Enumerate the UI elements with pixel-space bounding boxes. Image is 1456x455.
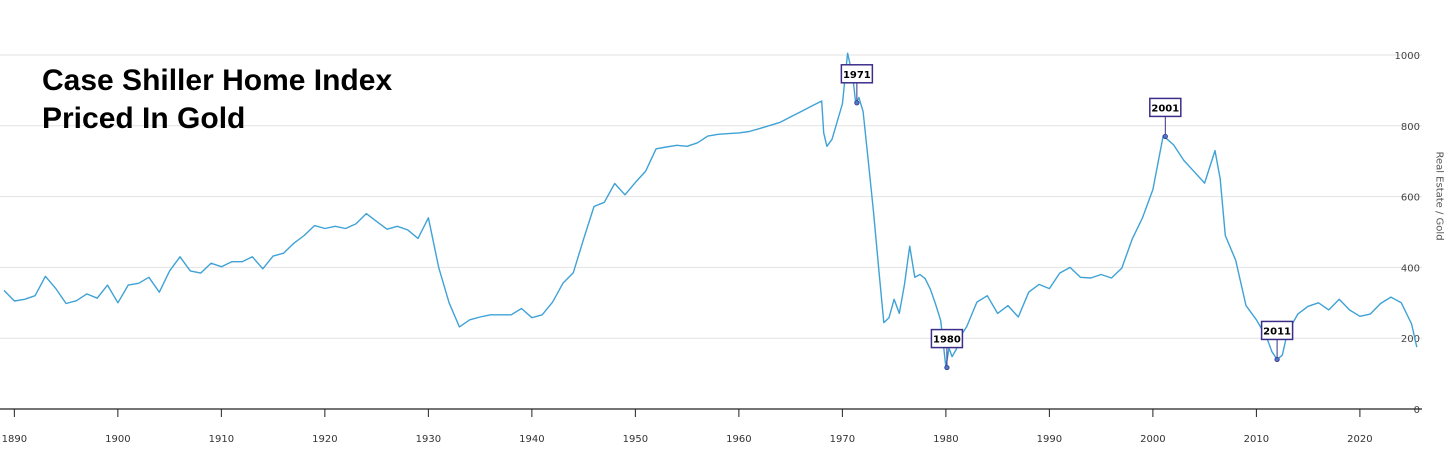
annotation-2001: 2001 — [1149, 97, 1182, 140]
annotation-label: 2001 — [1151, 103, 1179, 114]
y-tick-label: 800 — [1401, 122, 1420, 133]
x-tick-label: 2020 — [1347, 434, 1372, 445]
y-tick-labels: 0 200 400 600 800 1000 — [1395, 51, 1420, 416]
x-tick-label: 1980 — [933, 434, 958, 445]
annotation-point — [1274, 356, 1280, 363]
y-tick-label: 1000 — [1395, 51, 1420, 62]
x-tick-label: 1910 — [209, 434, 234, 445]
y-tick-label: 0 — [1414, 405, 1420, 416]
y-tick-label: 400 — [1401, 263, 1420, 274]
chart-title-line2: Priced In Gold — [42, 102, 246, 135]
annotation-label: 1980 — [933, 335, 961, 346]
x-tick-label: 1960 — [726, 434, 751, 445]
annotation-label: 1971 — [843, 70, 871, 81]
x-tick-label: 1950 — [623, 434, 648, 445]
x-tick-label: 1930 — [416, 434, 441, 445]
annotation-point — [944, 364, 950, 371]
y-tick-label: 600 — [1401, 193, 1420, 204]
annotation-box — [1149, 97, 1182, 118]
annotation-box — [1260, 320, 1294, 341]
series-line — [3, 52, 1418, 368]
x-tick-label: 1940 — [519, 434, 544, 445]
y-tick-label: 200 — [1401, 334, 1420, 345]
annotation-2011: 2011 — [1260, 320, 1294, 363]
y-axis-label: Real Estate / Gold — [1433, 151, 1445, 241]
annotation-point — [1162, 133, 1168, 140]
chart-title-line1: Case Shiller Home Index — [42, 64, 393, 97]
annotation-box — [930, 328, 964, 349]
annotations: 1971 1980 2001 2011 — [840, 64, 1294, 371]
annotation-1980: 1980 — [930, 328, 964, 371]
annotation-point — [854, 100, 860, 106]
x-tick-label: 1970 — [830, 434, 855, 445]
annotation-label: 2011 — [1263, 326, 1291, 337]
gridlines — [0, 54, 1422, 339]
x-tick-label: 1990 — [1037, 434, 1062, 445]
annotation-1971: 1971 — [840, 64, 874, 106]
x-tick-label: 1900 — [105, 434, 130, 445]
annotation-box — [840, 64, 874, 84]
x-tick-label: 1920 — [312, 434, 337, 445]
x-tick-label: 1890 — [2, 434, 27, 445]
x-tick-label: 2000 — [1140, 434, 1165, 445]
x-tick-label: 2010 — [1244, 434, 1269, 445]
x-tick-labels: 1890 1900 1910 1920 1930 1940 1950 1960 1970 1980… — [2, 409, 1373, 445]
chart-title: Case Shiller Home Index Priced In Gold — [42, 62, 392, 138]
